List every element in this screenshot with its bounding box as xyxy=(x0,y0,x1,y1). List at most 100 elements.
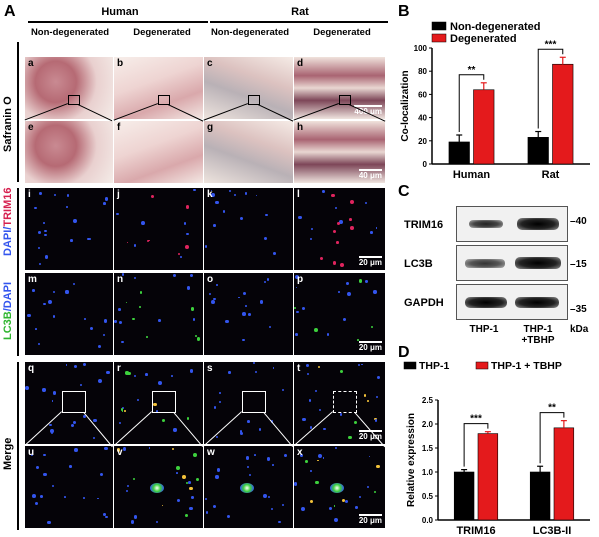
cell-dot xyxy=(191,496,194,499)
cell-dot xyxy=(309,237,313,241)
cell-dot xyxy=(43,222,46,225)
cell-dot xyxy=(341,499,345,503)
cell-dot xyxy=(161,504,164,507)
mw-marker-15: –15 xyxy=(570,259,587,270)
cell-dot xyxy=(216,468,221,473)
cell-dot xyxy=(332,261,337,265)
cell-dot xyxy=(186,417,190,420)
cell-dot xyxy=(338,220,343,224)
cell-dot xyxy=(53,194,57,197)
cell-dot xyxy=(173,428,177,432)
tile-letter-l: l xyxy=(297,189,300,200)
category-label: TRIM16 xyxy=(456,525,495,536)
cell-dot xyxy=(295,332,299,336)
cell-dot xyxy=(272,252,276,255)
cell-dot xyxy=(52,315,55,318)
cell-dot xyxy=(64,495,66,498)
scale-bar-line xyxy=(358,341,382,343)
cell-dot xyxy=(190,369,194,373)
cell-dot xyxy=(92,436,96,440)
cell-dot xyxy=(233,193,236,197)
row-label-merge: Merge xyxy=(2,437,14,470)
cell-dot xyxy=(32,288,35,292)
mw-marker-15-value: 15 xyxy=(575,259,587,270)
cell-dot xyxy=(311,228,313,230)
tile-letter-i: i xyxy=(28,189,31,200)
scale-bar-d: 400 μm xyxy=(354,105,382,116)
bar xyxy=(477,433,499,521)
cell-dot xyxy=(47,521,51,525)
cell-dot xyxy=(43,472,47,477)
cell-dot xyxy=(268,325,271,328)
cell-dot xyxy=(49,423,53,427)
cell-dot xyxy=(89,237,92,241)
tile-v: v xyxy=(114,446,203,528)
cell-dot xyxy=(229,190,232,193)
band-gapdh-lane2 xyxy=(515,297,559,308)
cell-dot xyxy=(193,452,198,457)
tile-letter-f: f xyxy=(117,122,121,133)
cell-dot xyxy=(103,319,108,323)
zoom-box xyxy=(333,390,358,413)
cell-dot xyxy=(43,302,46,306)
tile-letter-u: u xyxy=(28,447,35,458)
band-trim16-lane1 xyxy=(469,220,503,228)
significance-bracket xyxy=(539,412,565,464)
cell-dot xyxy=(215,284,218,286)
zoom-box xyxy=(68,95,81,106)
y-tick-label: 40 xyxy=(418,114,427,123)
cell-dot xyxy=(155,410,159,413)
cell-dot xyxy=(213,297,216,301)
cell-dot xyxy=(263,236,268,241)
cell-dot xyxy=(258,428,262,431)
cell-dot xyxy=(355,506,358,509)
cell-dot xyxy=(213,224,216,227)
cell-dot xyxy=(213,406,217,409)
cell-dot xyxy=(102,333,106,337)
cell-dot xyxy=(296,310,299,314)
merged-cell-blob xyxy=(239,482,254,493)
scale-bar-l: 20 μm xyxy=(358,256,382,267)
mw-marker-35-value: 35 xyxy=(575,304,587,315)
cell-dot xyxy=(126,484,129,487)
cell-dot xyxy=(307,372,310,375)
cell-dot xyxy=(27,313,31,318)
cell-dot xyxy=(176,472,179,475)
y-tick-label: 0.5 xyxy=(422,492,434,501)
cell-dot xyxy=(30,453,34,457)
cell-dot xyxy=(189,274,193,278)
legend-swatch xyxy=(475,361,489,370)
panel-letter-c: C xyxy=(398,183,410,200)
cell-dot xyxy=(70,423,75,428)
cell-dot xyxy=(185,244,190,249)
row-label-lc3b-dapi: /DAPI xyxy=(2,281,14,312)
cell-dot xyxy=(374,417,377,421)
cell-dot xyxy=(121,410,124,412)
scale-bar-label: 20 μm xyxy=(358,258,382,267)
tile-a: a xyxy=(25,57,113,119)
cell-dot xyxy=(93,418,97,423)
tile-letter-h: h xyxy=(297,122,304,133)
significance-bracket xyxy=(537,48,564,129)
cell-dot xyxy=(242,292,246,296)
row-label-lc3b: LC3B/DAPI xyxy=(2,282,14,340)
chart-b: 0 20 40 60 80 100 Co-localization ** Human *** Rat… xyxy=(400,21,590,181)
cell-dot xyxy=(132,478,135,481)
cell-dot xyxy=(266,278,270,281)
cell-dot xyxy=(69,464,72,468)
cell-dot xyxy=(228,371,231,374)
cell-dot xyxy=(158,380,162,385)
cell-dot xyxy=(278,520,281,524)
cell-dot xyxy=(131,520,135,524)
cell-dot xyxy=(187,481,191,485)
mw-unit: kDa xyxy=(570,324,589,335)
cell-dot xyxy=(114,320,117,323)
tile-letter-e: e xyxy=(28,122,34,133)
cell-dot xyxy=(317,459,319,462)
tile-e: e xyxy=(25,121,113,183)
cell-dot xyxy=(182,475,187,479)
cell-dot xyxy=(368,455,371,458)
cell-dot xyxy=(179,256,182,258)
panel-letter-a: A xyxy=(4,3,16,20)
